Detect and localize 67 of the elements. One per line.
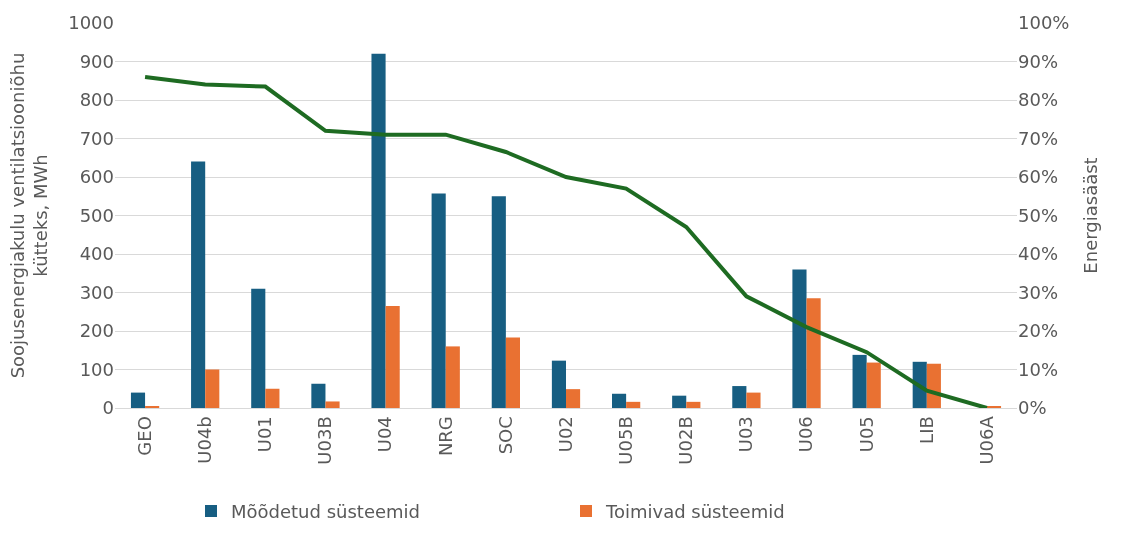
- bar: [746, 392, 761, 408]
- y2-tick-label: 20%: [1018, 320, 1059, 342]
- y2-tick-label: 10%: [1018, 358, 1059, 380]
- bar: [792, 269, 807, 408]
- bar: [852, 354, 867, 408]
- y-tick-label: 100: [79, 358, 114, 380]
- line-series: [143, 74, 989, 408]
- y2-tick-label: 40%: [1018, 243, 1059, 265]
- y-tick-label: 700: [79, 127, 114, 149]
- bar: [130, 392, 146, 408]
- bar: [626, 401, 641, 408]
- bar: [325, 401, 340, 408]
- bar: [672, 395, 687, 408]
- y2-axis-title: Energiasääst: [1079, 157, 1101, 274]
- y2-tick-label: 80%: [1018, 89, 1059, 111]
- x-tick-label: U01: [254, 416, 276, 453]
- x-tick-label: U06: [795, 416, 817, 453]
- bar: [866, 362, 881, 408]
- x-tick-label: U03B: [314, 416, 336, 465]
- x-tick-label: U05B: [614, 416, 636, 465]
- y-tick-label: 0: [102, 397, 114, 419]
- legend-label: Toimivad süsteemid: [605, 500, 785, 522]
- y-tick-label: 500: [79, 204, 114, 226]
- bar: [612, 393, 627, 408]
- y-tick-label: 800: [79, 89, 114, 111]
- x-tick-label: U04: [374, 416, 396, 453]
- y2-tick-label: 70%: [1018, 127, 1059, 149]
- bar: [806, 298, 821, 408]
- y2-tick-label: 30%: [1018, 281, 1059, 303]
- x-tick-label: U03: [735, 416, 757, 453]
- x-tick-label: U06A: [975, 415, 997, 465]
- y-tick-label: 900: [79, 50, 114, 72]
- x-tick-label: NRG: [434, 416, 456, 457]
- y2-tick-label: 50%: [1018, 204, 1059, 226]
- y-tick-label: 300: [79, 281, 114, 303]
- x-tick-label: LIB: [915, 416, 937, 444]
- y-tick-label: 600: [79, 166, 114, 188]
- bar: [371, 53, 386, 408]
- x-tick-label: SOC: [494, 416, 516, 455]
- y2-tick-label: 0%: [1018, 397, 1047, 419]
- y-axis-title: Soojusenergiakulu ventilatsiooniõhu kütteks, MWh: [6, 52, 52, 379]
- legend-label: Mõõdetud süsteemid: [231, 500, 420, 522]
- bar: [311, 383, 326, 408]
- y-tick-label: 1000: [68, 12, 114, 34]
- bar: [205, 369, 220, 408]
- bar: [431, 193, 446, 408]
- y-tick-label: 400: [79, 243, 114, 265]
- bar: [445, 346, 460, 408]
- y2-tick-label: 90%: [1018, 50, 1059, 72]
- bar: [551, 360, 566, 408]
- x-tick-label: U05: [855, 416, 877, 453]
- y2-tick-label: 60%: [1018, 166, 1059, 188]
- bar: [491, 196, 506, 408]
- bar: [385, 305, 400, 408]
- bar: [505, 337, 520, 408]
- bar: [251, 288, 266, 408]
- x-tick-label: GEO: [133, 416, 155, 456]
- y-tick-label: 200: [79, 320, 114, 342]
- bar: [566, 389, 581, 408]
- x-tick-label: U04b: [194, 416, 216, 464]
- y2-tick-label: 100%: [1018, 12, 1070, 34]
- x-tick-label: U02: [554, 416, 576, 453]
- bar: [732, 386, 747, 408]
- bar: [265, 388, 280, 408]
- x-tick-label: U02B: [675, 416, 697, 465]
- bar: [686, 401, 701, 408]
- bar: [191, 161, 206, 408]
